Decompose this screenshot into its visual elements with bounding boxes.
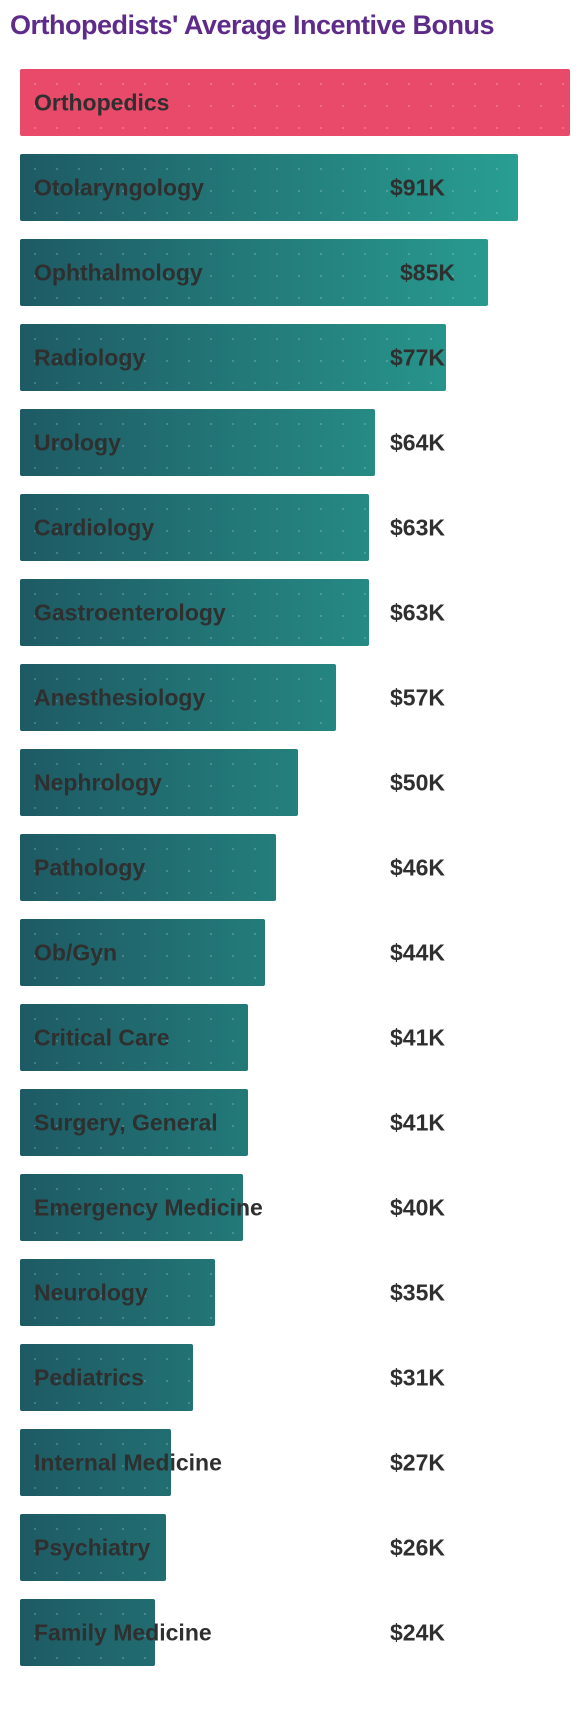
bar-label: Nephrology: [34, 769, 162, 796]
bar-value: $85K: [400, 259, 455, 286]
bar-label: Critical Care: [34, 1024, 170, 1051]
bar-label: Ob/Gyn: [34, 939, 117, 966]
bar-row: Urology $64K: [20, 409, 570, 476]
bar-row: Internal Medicine $27K: [20, 1429, 570, 1496]
bar-value: $50K: [390, 769, 445, 796]
bar-value: $26K: [390, 1534, 445, 1561]
bar-label: Anesthesiology: [34, 684, 205, 711]
bar-row: Neurology $35K: [20, 1259, 570, 1326]
bar-row: Critical Care $41K: [20, 1004, 570, 1071]
bar-row: Family Medicine $24K: [20, 1599, 570, 1666]
bar-label: Urology: [34, 429, 121, 456]
bar-label: Neurology: [34, 1279, 148, 1306]
bar-row: Pediatrics $31K: [20, 1344, 570, 1411]
incentive-bonus-chart: Orthopedists' Average Incentive Bonus Or…: [0, 0, 580, 1686]
bar-label: Emergency Medicine: [34, 1194, 263, 1221]
bar-row: Anesthesiology $57K: [20, 664, 570, 731]
bar-value: $41K: [390, 1024, 445, 1051]
bar-row: Orthopedics: [20, 69, 570, 136]
bar-row: Pathology $46K: [20, 834, 570, 901]
bar-value: $63K: [390, 599, 445, 626]
bar-row: Surgery, General $41K: [20, 1089, 570, 1156]
bar-value: $77K: [390, 344, 445, 371]
bar-label: Orthopedics: [34, 89, 169, 116]
bar-row: Gastroenterology $63K: [20, 579, 570, 646]
bar-row: Emergency Medicine $40K: [20, 1174, 570, 1241]
bar-value: $46K: [390, 854, 445, 881]
bar-label: Otolaryngology: [34, 174, 204, 201]
bar-value: $91K: [390, 174, 445, 201]
bar-label: Surgery, General: [34, 1109, 218, 1136]
bar-value: $63K: [390, 514, 445, 541]
bar-label: Psychiatry: [34, 1534, 150, 1561]
bar-row: Cardiology $63K: [20, 494, 570, 561]
bar-label: Cardiology: [34, 514, 154, 541]
bar-label: Family Medicine: [34, 1619, 212, 1646]
bar-label: Ophthalmology: [34, 259, 203, 286]
bar-row: Ophthalmology $85K: [20, 239, 570, 306]
bar-value: $64K: [390, 429, 445, 456]
bar-label: Radiology: [34, 344, 145, 371]
chart-title: Orthopedists' Average Incentive Bonus: [10, 10, 570, 41]
bar-value: $31K: [390, 1364, 445, 1391]
bar-row: Otolaryngology $91K: [20, 154, 570, 221]
bar-value: $27K: [390, 1449, 445, 1476]
bar-value: $44K: [390, 939, 445, 966]
bar-value: $41K: [390, 1109, 445, 1136]
bar-value: $40K: [390, 1194, 445, 1221]
bar-value: $35K: [390, 1279, 445, 1306]
bar-value: $57K: [390, 684, 445, 711]
bar-row: Ob/Gyn $44K: [20, 919, 570, 986]
bar-label: Internal Medicine: [34, 1449, 222, 1476]
bar-label: Pediatrics: [34, 1364, 144, 1391]
bar-label: Gastroenterology: [34, 599, 226, 626]
bar-row: Radiology $77K: [20, 324, 570, 391]
bar-value: $24K: [390, 1619, 445, 1646]
bar-row: Psychiatry $26K: [20, 1514, 570, 1581]
bar-rows-container: Orthopedics Otolaryngology $91K Ophthalmolo…: [10, 69, 570, 1666]
bar-row: Nephrology $50K: [20, 749, 570, 816]
bar-label: Pathology: [34, 854, 145, 881]
